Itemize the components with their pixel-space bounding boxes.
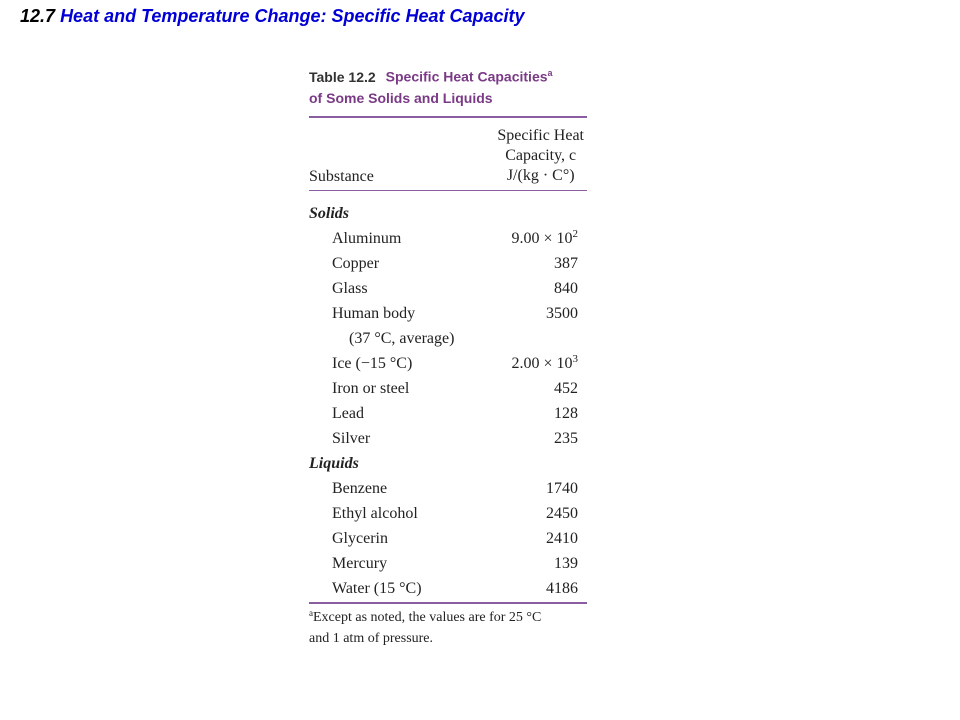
- specific-heat-value: 139: [554, 555, 578, 573]
- table-row: Copper 387: [309, 251, 587, 276]
- substance-name: Benzene: [332, 480, 388, 498]
- substance-name: Glass: [332, 280, 368, 298]
- column-header-line1: Specific Heat: [497, 126, 584, 144]
- table-row: Ethyl alcohol 2450: [309, 501, 587, 526]
- exponent: 2: [572, 228, 579, 241]
- caption-line1: Specific Heat Capacities: [385, 68, 548, 85]
- table-row: Benzene 1740: [309, 476, 587, 501]
- specific-heat-value: 3500: [546, 305, 578, 323]
- footnote-line2: and 1 atm of pressure.: [309, 630, 434, 646]
- group-heading: Liquids: [309, 455, 359, 473]
- substance-name: Copper: [332, 255, 380, 273]
- specific-heat-value: 4186: [546, 580, 578, 598]
- table-row: (37 °C, average): [309, 326, 587, 351]
- specific-heat-value: 1740: [546, 480, 578, 498]
- table-row: Iron or steel 452: [309, 376, 587, 401]
- specific-heat-value: 2410: [546, 530, 578, 548]
- substance-name: Human body: [332, 305, 416, 323]
- slide-title: 12.7 Heat and Temperature Change: Specif…: [20, 6, 525, 27]
- substance-name: Lead: [332, 405, 364, 423]
- section-number: 12.7: [20, 6, 56, 26]
- table-body: Solids Aluminum 9.00 × 102 Copper 387 Glass 84…: [309, 191, 587, 601]
- substance-name: Ethyl alcohol: [332, 505, 418, 523]
- column-header-units: J/(kg · C°): [506, 166, 575, 184]
- specific-heat-value: 452: [554, 380, 578, 398]
- table-top-rule: [309, 115, 587, 118]
- caption-line2: of Some Solids and Liquids: [309, 89, 493, 106]
- specific-heat-value: 235: [554, 430, 578, 448]
- specific-heat-table: Table 12.2 Specific Heat Capacitiesa of S…: [309, 63, 587, 649]
- specific-heat-value: 2450: [546, 505, 578, 523]
- table-row: Water (15 °C) 4186: [309, 576, 587, 601]
- table-row: Silver 235: [309, 426, 587, 451]
- table-header: Substance Specific Heat Capacity, c J/(k…: [309, 118, 587, 190]
- table-row: Aluminum 9.00 × 102: [309, 226, 587, 251]
- table-row: Human body 3500: [309, 301, 587, 326]
- table-row: Ice (−15 °C) 2.00 × 103: [309, 351, 587, 376]
- specific-heat-value: 9.00 × 102: [511, 228, 579, 248]
- table-row: Lead 128: [309, 401, 587, 426]
- substance-name: Silver: [332, 430, 371, 448]
- table-caption: Table 12.2 Specific Heat Capacitiesa of S…: [309, 63, 587, 109]
- specific-heat-value: 2.00 × 103: [511, 353, 579, 373]
- table-label: Table 12.2: [309, 68, 376, 85]
- specific-heat-value: 840: [554, 280, 578, 298]
- footnote-mark: a: [309, 607, 313, 618]
- footnote-line1: Except as noted, the values are for 25 °…: [313, 609, 542, 625]
- substance-name: Iron or steel: [332, 380, 410, 398]
- substance-name: Water (15 °C): [332, 580, 422, 598]
- table-row: Glass 840: [309, 276, 587, 301]
- caption-footnote-mark: a: [547, 68, 553, 78]
- table-bottom-rule: [309, 602, 587, 604]
- exponent: 3: [572, 353, 579, 366]
- header-rule: [309, 189, 587, 192]
- specific-heat-value: 128: [554, 405, 578, 423]
- column-header-substance: Substance: [309, 167, 374, 185]
- substance-name: Aluminum: [332, 230, 402, 248]
- substance-name: (37 °C, average): [349, 330, 455, 348]
- group-heading: Solids: [309, 205, 350, 223]
- table-row: Mercury 139: [309, 551, 587, 576]
- substance-name: Glycerin: [332, 530, 388, 548]
- section-title: Heat and Temperature Change: Specific He…: [60, 6, 525, 26]
- column-header-line2: Capacity, c: [505, 146, 577, 164]
- substance-name: Mercury: [332, 555, 388, 573]
- column-header-specific-heat: Specific Heat Capacity, c J/(kg · C°): [497, 126, 584, 186]
- table-footnote: aExcept as noted, the values are for 25 …: [309, 607, 587, 649]
- specific-heat-value: 387: [554, 255, 578, 273]
- substance-name: Ice (−15 °C): [332, 355, 413, 373]
- table-row: Glycerin 2410: [309, 526, 587, 551]
